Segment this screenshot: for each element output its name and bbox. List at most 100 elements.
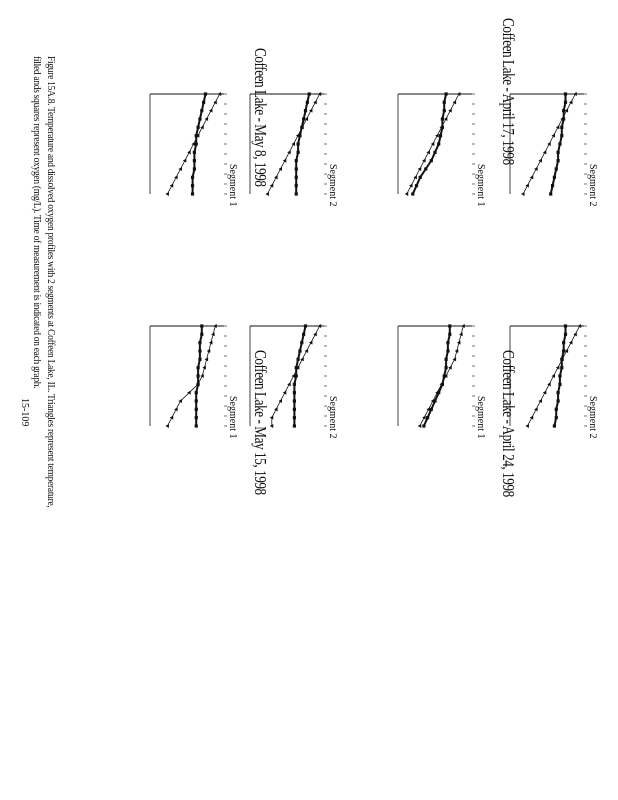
oxygen-point [294,184,298,188]
temperature-point [291,142,296,146]
oxygen-point [196,366,200,370]
oxygen-point [414,184,419,188]
oxygen-point [296,150,300,154]
oxygen-point [558,142,562,146]
segment-label: Segment 1 [475,396,486,439]
temperature-point [282,158,287,163]
oxygen-point [292,399,296,403]
temperature-point [317,324,322,328]
temperature-point [204,117,209,121]
oxygen-point [418,175,422,179]
temperature-point [206,349,211,353]
oxygen-point [294,192,298,196]
panel-apr24-seg1: Segment 1 [386,312,486,439]
figure-caption-line2: filled ands squares represent oxygen (mg… [31,56,42,389]
temperature-point [443,117,448,121]
oxygen-point [563,92,568,96]
temperature-point [287,382,291,387]
oxygen-point [198,117,202,121]
oxygen-point [556,391,560,395]
temperature-point [456,92,461,96]
oxygen-point [302,332,306,336]
temperature-point [174,175,178,180]
temperature-point [313,100,317,105]
temperature-point [208,108,213,113]
oxygen-point [437,142,441,146]
oxygen-point [192,150,196,154]
oxygen-point [190,175,195,179]
temperature-point [217,92,222,96]
segment-label: Segment 2 [327,396,338,439]
temperature-point [169,183,174,188]
oxygen-point [562,117,566,121]
oxygen-point [300,341,304,345]
oxygen-point [563,324,568,328]
oxygen-point [554,407,558,411]
oxygen-point [442,100,446,104]
oxygen-point [302,117,306,121]
temperature-point [454,349,459,353]
temperature-point [452,357,457,362]
oxygen-point [305,100,309,104]
temperature-point [547,142,551,146]
oxygen-point [194,391,198,395]
oxygen-point [196,382,200,386]
temperature-point [413,175,417,180]
temperature-point [165,424,169,428]
figure-caption-line1: Figure 15A.8. Temperature and dissolved … [45,56,56,508]
temperature-point [278,399,282,403]
temperature-point [202,365,206,370]
temperature-point [313,332,317,337]
oxygen-point [556,150,560,154]
temperature-point [461,324,465,328]
temperature-point [182,158,187,163]
oxygen-point [422,424,426,428]
oxygen-point [192,159,196,163]
oxygen-point [194,134,198,138]
temperature-point [178,167,182,171]
temperature-point [538,399,542,403]
temperature-point [525,183,529,188]
temperature-point [568,100,573,105]
oxygen-point [560,134,564,138]
oxygen-point [560,125,564,129]
oxygen-point [292,416,296,420]
oxygen-point [554,416,558,420]
temperature-point [200,374,204,378]
temperature-point [521,192,525,196]
temperature-point [551,133,556,138]
segment-label: Segment 2 [587,396,598,439]
segment-label: Segment 1 [475,164,486,207]
temperature-point [534,407,538,412]
temperature-line [167,325,216,427]
oxygen-point [296,357,300,361]
temperature-point [448,365,452,370]
temperature-point [287,150,291,155]
temperature-point [191,142,196,146]
temperature-point [573,92,577,96]
segment-label: Segment 2 [587,164,598,207]
oxygen-point [190,184,195,188]
temperature-point [165,192,169,196]
oxygen-point [200,109,204,113]
temperature-point [426,150,430,155]
oxygen-point [444,366,448,370]
oxygen-point [194,416,198,420]
oxygen-point [198,357,202,361]
oxygen-point [556,159,560,163]
oxygen-point [303,324,308,328]
temperature-point [269,183,274,188]
oxygen-point [298,349,302,353]
oxygen-point [552,424,556,428]
oxygen-point [202,100,206,104]
temperature-point [564,349,569,353]
temperature-point [187,150,191,155]
oxygen-point [194,399,198,403]
oxygen-point [437,391,441,395]
temperature-point [187,390,191,395]
oxygen-point [196,125,200,129]
oxygen-line [411,93,448,195]
temperature-point [409,183,413,188]
oxygen-point [442,374,446,378]
panel-apr17-seg2: Segment 2 [498,80,598,207]
